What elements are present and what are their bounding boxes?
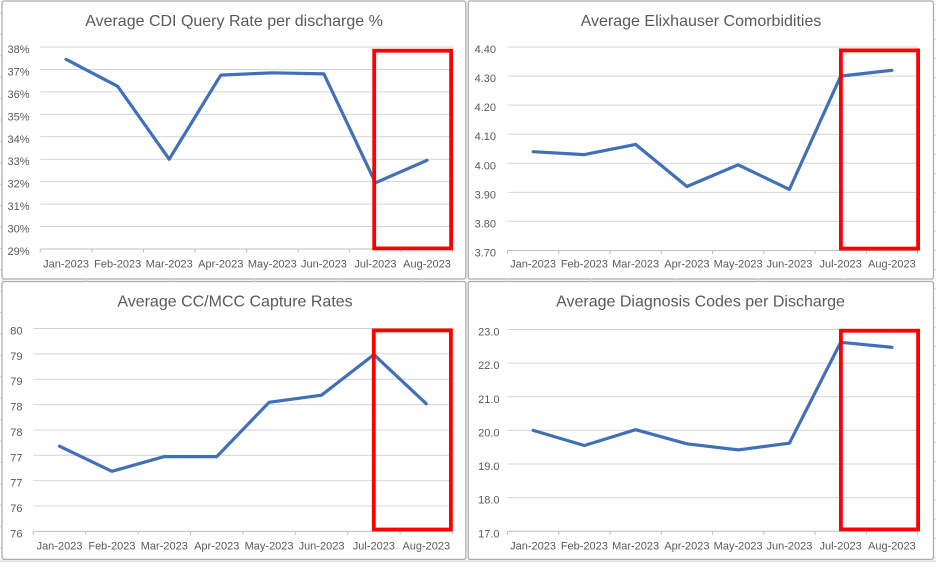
svg-text:Average Diagnosis Codes per Di: Average Diagnosis Codes per Discharge <box>556 294 845 311</box>
svg-text:30%: 30% <box>7 224 29 236</box>
svg-text:Average CDI Query Rate per dis: Average CDI Query Rate per discharge % <box>85 13 383 30</box>
svg-text:Jan-2023: Jan-2023 <box>510 259 556 271</box>
svg-text:Jul-2023: Jul-2023 <box>354 259 396 271</box>
svg-text:Jan-2023: Jan-2023 <box>43 259 89 271</box>
svg-text:21.0: 21.0 <box>478 394 499 406</box>
svg-text:17.0: 17.0 <box>478 528 499 540</box>
svg-text:Jun-2023: Jun-2023 <box>766 541 812 553</box>
svg-text:76: 76 <box>10 503 22 515</box>
svg-text:77: 77 <box>10 478 22 490</box>
svg-text:4.10: 4.10 <box>475 131 496 143</box>
svg-text:Feb-2023: Feb-2023 <box>94 259 141 271</box>
svg-text:78: 78 <box>10 402 22 414</box>
svg-text:Jan-2023: Jan-2023 <box>37 541 83 553</box>
svg-text:3.80: 3.80 <box>475 218 496 230</box>
svg-text:Jun-2023: Jun-2023 <box>299 541 345 553</box>
svg-text:Jul-2023: Jul-2023 <box>353 541 395 553</box>
svg-text:33%: 33% <box>7 156 29 168</box>
svg-text:Average Elixhauser Comorbiditi: Average Elixhauser Comorbidities <box>581 13 822 30</box>
svg-text:32%: 32% <box>7 179 29 191</box>
svg-text:18.0: 18.0 <box>478 495 499 507</box>
svg-text:77: 77 <box>10 452 22 464</box>
svg-text:3.70: 3.70 <box>475 248 496 260</box>
svg-text:Jul-2023: Jul-2023 <box>820 541 862 553</box>
svg-text:31%: 31% <box>7 201 29 213</box>
svg-text:Feb-2023: Feb-2023 <box>561 259 608 271</box>
svg-text:Aug-2023: Aug-2023 <box>403 259 451 271</box>
svg-text:Apr-2023: Apr-2023 <box>664 259 709 271</box>
svg-text:79: 79 <box>10 351 22 363</box>
svg-text:May-2023: May-2023 <box>714 541 763 553</box>
svg-text:May-2023: May-2023 <box>714 259 763 271</box>
svg-text:35%: 35% <box>7 111 29 123</box>
svg-text:Aug-2023: Aug-2023 <box>868 259 916 271</box>
svg-text:29%: 29% <box>7 246 29 258</box>
svg-text:Jun-2023: Jun-2023 <box>766 259 812 271</box>
svg-text:79: 79 <box>10 376 22 388</box>
svg-text:Mar-2023: Mar-2023 <box>141 541 188 553</box>
svg-text:Jul-2023: Jul-2023 <box>820 259 862 271</box>
svg-text:Mar-2023: Mar-2023 <box>612 541 659 553</box>
svg-text:4.40: 4.40 <box>475 44 496 56</box>
svg-text:20.0: 20.0 <box>478 427 499 439</box>
svg-text:Feb-2023: Feb-2023 <box>88 541 135 553</box>
svg-text:Jan-2023: Jan-2023 <box>510 541 556 553</box>
svg-text:38%: 38% <box>7 44 29 56</box>
svg-text:Aug-2023: Aug-2023 <box>868 541 916 553</box>
svg-text:Feb-2023: Feb-2023 <box>561 541 608 553</box>
svg-text:Apr-2023: Apr-2023 <box>198 259 243 271</box>
svg-text:80: 80 <box>10 326 22 338</box>
svg-text:4.30: 4.30 <box>475 73 496 85</box>
svg-text:36%: 36% <box>7 89 29 101</box>
svg-text:Apr-2023: Apr-2023 <box>194 541 239 553</box>
svg-text:Mar-2023: Mar-2023 <box>612 259 659 271</box>
svg-text:78: 78 <box>10 427 22 439</box>
svg-text:Jun-2023: Jun-2023 <box>301 259 347 271</box>
svg-text:22.0: 22.0 <box>478 360 499 372</box>
svg-text:37%: 37% <box>7 66 29 78</box>
svg-text:23.0: 23.0 <box>478 327 499 339</box>
svg-text:May-2023: May-2023 <box>245 541 294 553</box>
svg-text:76: 76 <box>10 528 22 540</box>
svg-text:Average CC/MCC Capture Rates: Average CC/MCC Capture Rates <box>117 294 352 311</box>
svg-text:3.90: 3.90 <box>475 189 496 201</box>
svg-text:May-2023: May-2023 <box>248 259 297 271</box>
svg-text:34%: 34% <box>7 134 29 146</box>
svg-text:19.0: 19.0 <box>478 461 499 473</box>
svg-text:Mar-2023: Mar-2023 <box>146 259 193 271</box>
svg-text:Apr-2023: Apr-2023 <box>664 541 709 553</box>
svg-text:4.20: 4.20 <box>475 102 496 114</box>
svg-text:Aug-2023: Aug-2023 <box>402 541 450 553</box>
svg-text:4.00: 4.00 <box>475 160 496 172</box>
